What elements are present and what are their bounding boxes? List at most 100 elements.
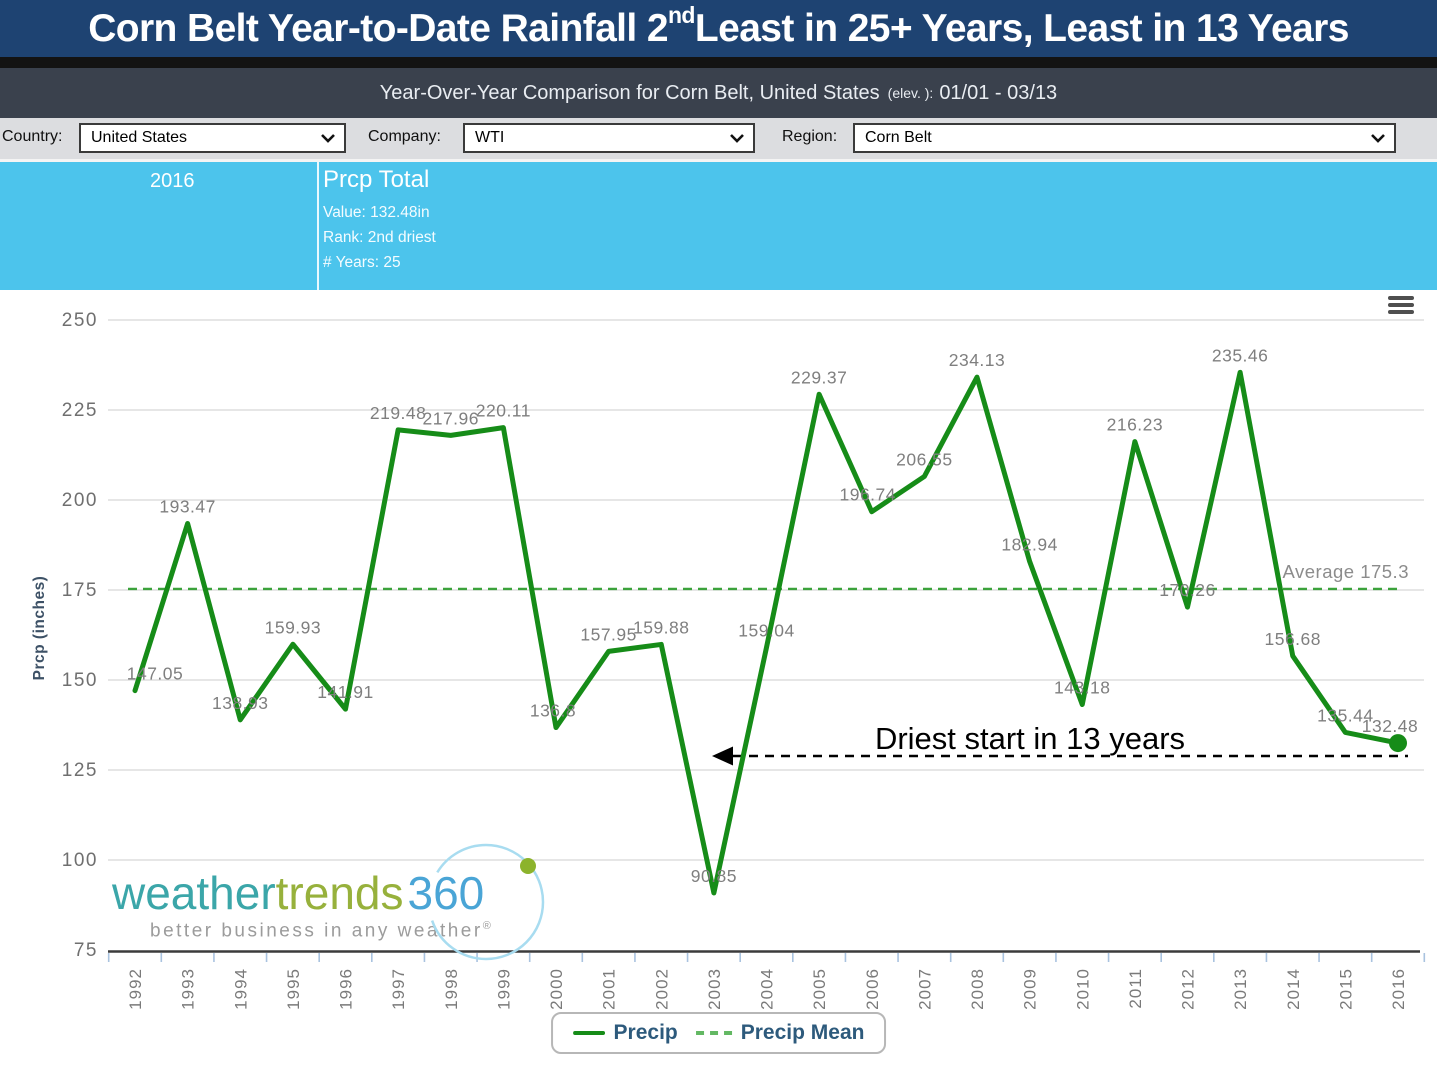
region-select[interactable]: Corn Belt <box>853 123 1396 153</box>
value-label: 219.48 <box>370 403 427 423</box>
y-tick-label: 225 <box>62 400 98 421</box>
x-tick-label: 2008 <box>968 968 987 1010</box>
value-label: 157.95 <box>580 624 637 644</box>
last-point-marker[interactable] <box>1389 734 1407 753</box>
value-label: 90.85 <box>691 866 737 886</box>
y-tick-label: 75 <box>74 940 98 961</box>
legend-label-precip-mean: Precip Mean <box>740 1021 865 1044</box>
value-label: 217.96 <box>422 408 479 428</box>
value-label: 156.68 <box>1264 629 1321 649</box>
value-label: 147.05 <box>127 664 184 684</box>
precip-series-line[interactable] <box>132 369 1401 896</box>
annotation-arrowhead-icon <box>712 746 733 766</box>
value-label: 196.74 <box>839 485 896 505</box>
annotation-text: Driest start in 13 years <box>875 721 1185 756</box>
x-tick-label: 1992 <box>126 968 145 1010</box>
value-label: 206.55 <box>896 449 953 469</box>
country-label: Country: <box>2 128 63 145</box>
value-label: 159.04 <box>738 620 795 640</box>
chevron-down-icon <box>321 134 335 143</box>
y-tick-label: 175 <box>62 580 98 601</box>
value-label: 141.91 <box>317 682 374 702</box>
tooltip-years: # Years: 25 <box>323 254 401 271</box>
value-label: 135.44 <box>1317 705 1374 725</box>
country-select[interactable]: United States <box>79 123 346 153</box>
y-tick-label: 150 <box>62 670 98 691</box>
value-label: 143.18 <box>1054 678 1111 698</box>
hover-tooltip-band: 2016 Prcp Total Value: 132.48in Rank: 2n… <box>0 162 1437 290</box>
value-label: 234.13 <box>949 350 1006 370</box>
x-tick-label: 1999 <box>494 968 513 1010</box>
value-label: 138.93 <box>212 693 269 713</box>
x-tick-label: 2000 <box>547 968 566 1010</box>
divider-gap <box>0 159 1437 162</box>
value-label: 235.46 <box>1212 345 1269 365</box>
x-tick-label: 2003 <box>705 968 724 1010</box>
logo-orbit-icon <box>427 843 545 961</box>
divider-strip <box>0 57 1437 68</box>
x-tick-label: 2013 <box>1231 968 1250 1010</box>
value-label: 136.8 <box>530 701 576 721</box>
dashed-line-swatch-icon <box>695 1031 732 1035</box>
country-value: United States <box>91 129 188 146</box>
x-tick-label: 2014 <box>1284 968 1303 1010</box>
legend-item-precip-mean[interactable]: Precip Mean <box>695 1021 865 1045</box>
logo-weather: weather <box>112 867 276 919</box>
x-tick-label: 2010 <box>1073 968 1092 1010</box>
chart-menu-button[interactable] <box>1388 296 1414 317</box>
y-tick-label: 100 <box>62 850 98 871</box>
filter-controls: Country: United States Company: WTI Regi… <box>0 118 1437 159</box>
y-tick-label: 250 <box>62 310 98 331</box>
x-tick-label: 1993 <box>179 968 198 1010</box>
legend-item-precip[interactable]: Precip <box>572 1021 678 1045</box>
weathertrends360-logo: weathertrends360 better business in any … <box>112 843 545 961</box>
logo-tagline: better business in any weather® <box>150 920 491 942</box>
x-tick-label: 2002 <box>652 968 671 1010</box>
company-label: Company: <box>368 128 441 145</box>
x-tick-label: 2006 <box>863 968 882 1010</box>
registered-mark: ® <box>482 920 491 932</box>
value-label: 216.23 <box>1107 415 1164 435</box>
precip-chart-area: Average 175.3 Driest start in 13 years 147… <box>0 290 1437 1080</box>
tooltip-title: Prcp Total <box>323 166 430 193</box>
logo-wordmark: weathertrends360 <box>112 866 491 920</box>
x-tick-label: 2012 <box>1179 968 1198 1010</box>
value-label: 220.11 <box>476 401 531 421</box>
y-axis-title: Prcp (inches) <box>31 576 48 681</box>
chart-legend: Precip Precip Mean <box>550 1012 887 1054</box>
value-label: 229.37 <box>791 367 848 387</box>
x-tick-label: 2015 <box>1336 968 1355 1010</box>
menu-bar-icon <box>1388 303 1414 307</box>
tooltip-rank: Rank: 2nd driest <box>323 229 436 246</box>
value-label: 159.93 <box>265 617 322 637</box>
x-tick-label: 2007 <box>915 968 934 1010</box>
value-label: 170.26 <box>1159 580 1216 600</box>
value-label: 193.47 <box>159 497 216 517</box>
x-tick-label: 1995 <box>284 968 303 1010</box>
menu-bar-icon <box>1388 310 1414 314</box>
tooltip-divider <box>317 162 319 290</box>
average-label: Average 175.3 <box>1282 561 1409 582</box>
elevation-label: (elev. ): <box>887 85 934 101</box>
company-select[interactable]: WTI <box>463 123 755 153</box>
x-tick-label: 2016 <box>1389 968 1408 1010</box>
x-tick-label: 1997 <box>389 968 408 1010</box>
value-label: 159.88 <box>633 617 690 637</box>
tooltip-year: 2016 <box>150 170 195 192</box>
x-tick-label: 2004 <box>758 968 777 1010</box>
company-value: WTI <box>475 129 505 146</box>
x-tick-label: 1998 <box>442 968 461 1010</box>
legend-label-precip: Precip <box>613 1021 678 1044</box>
x-tick-label: 2001 <box>600 968 619 1010</box>
x-tick-label: 2009 <box>1021 968 1040 1010</box>
date-range: 01/01 - 03/13 <box>939 81 1058 104</box>
page-title-text: Corn Belt Year-to-Date Rainfall 2 <box>88 6 668 50</box>
value-label: 182.94 <box>1001 534 1058 554</box>
chevron-down-icon <box>1371 134 1385 143</box>
chevron-down-icon <box>730 134 744 143</box>
y-tick-label: 125 <box>62 760 98 781</box>
page-title-text-2: Least in 25+ Years, Least in 13 Years <box>694 6 1350 50</box>
region-value: Corn Belt <box>865 129 932 146</box>
x-tick-label: 2005 <box>810 968 829 1010</box>
